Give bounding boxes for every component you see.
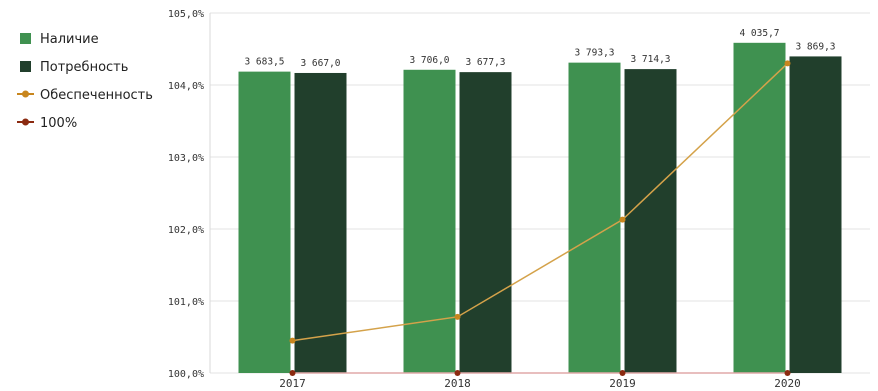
bar-data-label: 3 706,0	[409, 55, 449, 66]
y-tick-label: 102,0%	[168, 225, 204, 236]
bar-1-3	[789, 56, 842, 374]
legend-label: 100%	[40, 116, 77, 131]
bar-data-label: 3 667,0	[300, 58, 340, 69]
bar-data-label: 3 683,5	[244, 57, 284, 68]
y-tick-label: 105,0%	[168, 9, 204, 20]
line-point-0-1	[454, 313, 461, 320]
x-tick-label: 2018	[444, 377, 471, 390]
bar-0-0	[238, 71, 291, 373]
line-point-1-3	[784, 370, 791, 376]
legend-label: Наличие	[40, 32, 99, 47]
y-tick-label: 100,0%	[168, 369, 204, 380]
line-point-1-0	[289, 370, 296, 376]
line-point-0-0	[289, 337, 296, 344]
bar-data-label: 3 793,3	[574, 48, 614, 59]
bar-data-label: 3 869,3	[795, 41, 835, 52]
bar-data-label: 4 035,7	[739, 28, 779, 39]
line-point-0-2	[619, 216, 626, 223]
legend-marker-3	[22, 118, 29, 126]
bar-1-2	[624, 69, 677, 374]
legend-marker-2	[22, 90, 29, 98]
bars	[238, 42, 842, 374]
bar-data-label: 3 714,3	[630, 54, 670, 65]
legend-label: Потребность	[40, 60, 128, 75]
legend-label: Обеспеченность	[40, 88, 153, 103]
x-tick-label: 2020	[774, 377, 801, 390]
x-tick-label: 2019	[609, 377, 636, 390]
line-point-0-3	[784, 60, 791, 67]
bar-labels: 3 683,5 3 706,0 3 793,3 4 035,7 3 667,0 3 677…	[244, 28, 835, 69]
bar-0-3	[733, 42, 786, 373]
series-line-0	[292, 62, 789, 342]
y-axis: 100,0% 101,0% 102,0% 103,0% 104,0% 105,0%	[168, 9, 204, 380]
y-tick-label: 104,0%	[168, 81, 204, 92]
y-tick-label: 103,0%	[168, 153, 204, 164]
line-point-1-1	[454, 370, 461, 376]
legend: Наличие Потребность Обеспеченность 100%	[17, 32, 153, 131]
legend-swatch-1	[20, 61, 31, 72]
y-tick-label: 101,0%	[168, 297, 204, 308]
bar-1-1	[459, 72, 512, 373]
x-tick-label: 2017	[279, 377, 306, 390]
line-point-1-2	[619, 370, 626, 376]
lines	[289, 60, 791, 376]
legend-swatch-0	[20, 33, 31, 44]
bar-1-0	[294, 72, 347, 374]
bar-0-1	[403, 69, 456, 374]
bar-data-label: 3 677,3	[465, 57, 505, 68]
bar-0-2	[568, 62, 621, 373]
x-axis: 2017 2018 2019 2020	[279, 377, 801, 390]
